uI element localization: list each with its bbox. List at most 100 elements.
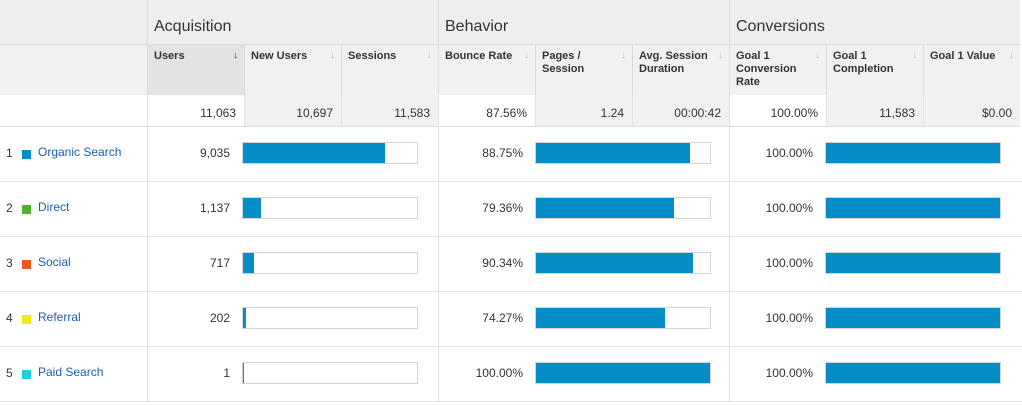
users-share-bar — [242, 197, 418, 219]
total-avg-session-duration: 00:00:42 — [632, 95, 729, 127]
users-value: 202 — [147, 292, 242, 347]
table-row: 2 Direct 1,137 79.36% 100.00% — [0, 182, 1022, 237]
table-row: 5 Paid Search 1 100.00% 100.00% — [0, 347, 1022, 402]
bounce-rate-fill — [536, 143, 690, 163]
total-sessions: 11,583 — [341, 95, 438, 127]
totals-blank — [0, 95, 147, 127]
column-label-goal1-completion: Goal 1 Completion — [833, 50, 894, 75]
column-header-goal1-completion[interactable]: Goal 1 Completion ↓ — [826, 44, 923, 95]
goal1-rate-fill — [826, 308, 1000, 328]
bounce-rate-value: 88.75% — [438, 127, 535, 182]
goal1-rate-fill — [826, 143, 1000, 163]
goal1-rate-fill — [826, 198, 1000, 218]
series-color-swatch — [22, 315, 31, 324]
column-label-pages-session: Pages / Session — [542, 50, 585, 75]
group-header-behavior: Behavior — [438, 0, 729, 44]
bounce-rate-value: 79.36% — [438, 182, 535, 237]
sort-arrow-icon[interactable]: ↓ — [1009, 50, 1014, 61]
users-share-bar — [242, 307, 418, 329]
sort-arrow-icon[interactable]: ↓ — [621, 50, 626, 61]
goal1-rate-value: 100.00% — [729, 237, 825, 292]
goal1-rate-bar — [825, 197, 1001, 219]
users-value: 717 — [147, 237, 242, 292]
users-share-bar — [242, 362, 418, 384]
sort-arrow-icon[interactable]: ↓ — [815, 50, 820, 61]
column-label-avg-session-duration: Avg. Session Duration — [639, 50, 708, 75]
channel-link[interactable]: Paid Search — [38, 365, 104, 379]
bounce-rate-value: 74.27% — [438, 292, 535, 347]
goal1-rate-value: 100.00% — [729, 127, 825, 182]
group-header-row: Acquisition Behavior Conversions — [0, 0, 1022, 44]
group-title-conversions: Conversions — [736, 18, 825, 35]
bounce-rate-fill — [536, 253, 693, 273]
sort-arrow-icon[interactable]: ↓ — [330, 50, 335, 61]
bounce-rate-fill — [536, 363, 710, 383]
users-share-fill — [243, 143, 385, 163]
total-bounce-rate: 87.56% — [438, 95, 535, 127]
series-color-swatch — [22, 205, 31, 214]
goal1-rate-fill — [826, 253, 1000, 273]
channel-cell: 2 Direct — [0, 182, 147, 237]
series-color-swatch — [22, 150, 31, 159]
table-row: 3 Social 717 90.34% 100.00% — [0, 237, 1022, 292]
goal1-rate-bar — [825, 252, 1001, 274]
channel-link[interactable]: Social — [38, 255, 71, 269]
channel-link[interactable]: Organic Search — [38, 145, 122, 159]
users-value: 9,035 — [147, 127, 242, 182]
sort-arrow-icon[interactable]: ↓ — [524, 50, 529, 61]
column-header-goal1-value[interactable]: Goal 1 Value ↓ — [923, 44, 1020, 95]
total-goal1-value: $0.00 — [923, 95, 1020, 127]
row-index: 5 — [6, 366, 13, 380]
column-header-sessions[interactable]: Sessions ↓ — [341, 44, 438, 95]
users-share-fill — [243, 363, 244, 383]
goal1-rate-bar — [825, 142, 1001, 164]
bounce-rate-bar — [535, 252, 711, 274]
group-header-conversions: Conversions — [729, 0, 1020, 44]
bounce-rate-bar — [535, 362, 711, 384]
bounce-rate-value: 100.00% — [438, 347, 535, 402]
sort-arrow-icon[interactable]: ↓ — [233, 50, 238, 61]
channel-link[interactable]: Referral — [38, 310, 81, 324]
channel-cell: 4 Referral — [0, 292, 147, 347]
channel-cell: 3 Social — [0, 237, 147, 292]
column-header-pages-session[interactable]: Pages / Session ↓ — [535, 44, 632, 95]
column-label-goal1-value: Goal 1 Value — [930, 50, 996, 62]
totals-row: 11,063 10,697 11,583 87.56% 1.24 00:00:4… — [0, 95, 1022, 127]
row-index: 1 — [6, 146, 13, 160]
column-label-sessions: Sessions — [348, 50, 397, 62]
column-header-bounce-rate[interactable]: Bounce Rate ↓ — [438, 44, 535, 95]
total-goal1-conversion-rate: 100.00% — [729, 95, 826, 127]
row-index: 4 — [6, 311, 13, 325]
column-label-bounce-rate: Bounce Rate — [445, 50, 513, 62]
goal1-rate-bar — [825, 307, 1001, 329]
goal1-rate-value: 100.00% — [729, 347, 825, 402]
series-color-swatch — [22, 370, 31, 379]
bounce-rate-bar — [535, 307, 711, 329]
total-users: 11,063 — [147, 95, 244, 127]
column-header-avg-session-duration[interactable]: Avg. Session Duration ↓ — [632, 44, 729, 95]
group-header-acquisition: Acquisition — [147, 0, 438, 44]
users-share-bar — [242, 252, 418, 274]
row-index: 2 — [6, 201, 13, 215]
column-label-users: Users — [154, 50, 185, 62]
sort-arrow-icon[interactable]: ↓ — [427, 50, 432, 61]
bounce-rate-fill — [536, 308, 665, 328]
channel-link[interactable]: Direct — [38, 200, 70, 214]
series-color-swatch — [22, 260, 31, 269]
bounce-rate-bar — [535, 142, 711, 164]
group-title-behavior: Behavior — [445, 18, 509, 35]
metric-header-row: Users ↓ New Users ↓ Sessions ↓ Bounce Ra… — [0, 44, 1022, 95]
users-value: 1 — [147, 347, 242, 402]
column-header-goal1-conversion-rate[interactable]: Goal 1 Conversion Rate ↓ — [729, 44, 826, 95]
sort-arrow-icon[interactable]: ↓ — [718, 50, 723, 61]
column-label-goal1-conversion-rate: Goal 1 Conversion Rate — [736, 50, 797, 88]
bounce-rate-bar — [535, 197, 711, 219]
group-header-blank — [0, 0, 147, 44]
sort-arrow-icon[interactable]: ↓ — [912, 50, 917, 61]
column-header-users[interactable]: Users ↓ — [147, 44, 244, 95]
total-pages-session: 1.24 — [535, 95, 632, 127]
goal1-rate-value: 100.00% — [729, 292, 825, 347]
users-value: 1,137 — [147, 182, 242, 237]
column-header-new-users[interactable]: New Users ↓ — [244, 44, 341, 95]
metric-header-blank — [0, 44, 147, 95]
